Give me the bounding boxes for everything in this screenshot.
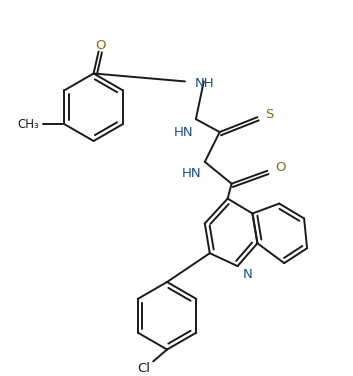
Text: S: S	[265, 108, 274, 121]
Text: Cl: Cl	[137, 362, 150, 375]
Text: O: O	[275, 161, 286, 174]
Text: N: N	[243, 268, 252, 280]
Text: HN: HN	[182, 167, 202, 180]
Text: O: O	[95, 39, 106, 52]
Text: NH: NH	[195, 77, 215, 90]
Text: HN: HN	[173, 126, 193, 139]
Text: CH₃: CH₃	[18, 118, 40, 130]
